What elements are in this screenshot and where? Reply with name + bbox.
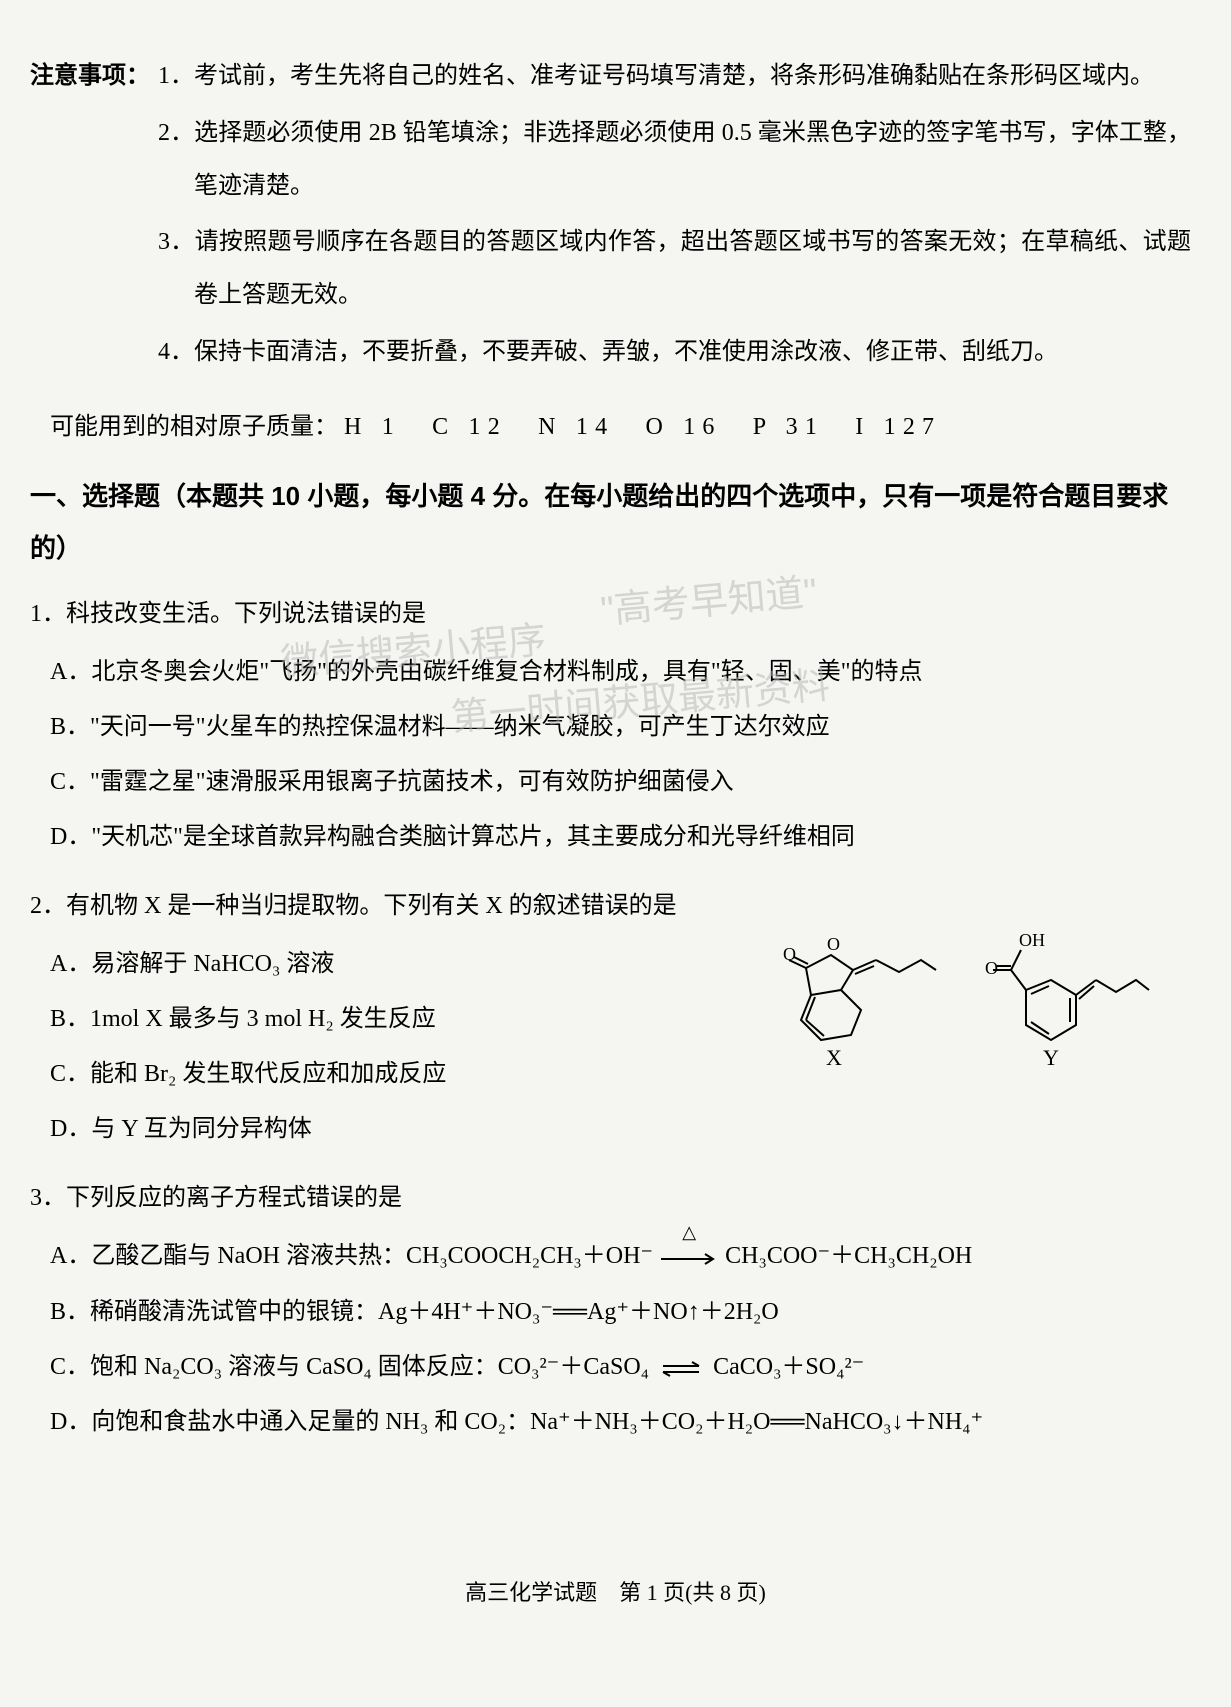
molecule-y-oh: OH [1019,930,1045,950]
q3-stem: 3．下列反应的离子方程式错误的是 [30,1172,1191,1225]
molecule-x-o2: O [827,934,840,954]
molecule-x-o1: O [783,944,796,964]
q1-stem: 1．科技改变生活。下列说法错误的是 [30,588,1191,641]
atomic-mass-label: 可能用到的相对原子质量： [50,414,338,440]
page-footer: 高三化学试题 第 1 页(共 8 页) [0,1575,1231,1607]
q3-option-d: D．向饱和食盐水中通入足量的 NH₃ 和 CO₂：Na⁺＋NH₃＋CO₂＋H₂O… [30,1396,1191,1449]
q3-option-c: C．饱和 Na₂CO₃ 溶液与 CaSO₄ 固体反应：CO₃²⁻＋CaSO₄ C… [30,1341,1191,1394]
q1-b-body: "天问一号"火星车的热控保温材料——纳米气凝胶，可产生丁达尔效应 [90,714,830,740]
notice-label: 注意事项： [30,50,150,383]
q3-a-before: A．乙酸乙酯与 NaOH 溶液共热：CH₃COOCH₂CH₃＋OH⁻ [50,1243,653,1269]
q1-b-prefix: B． [50,714,90,740]
molecule-y-label: Y [1043,1045,1059,1070]
molecule-x-svg: O O X [761,920,941,1100]
q3-delta: △ [682,1213,696,1253]
atomic-mass-line: 可能用到的相对原子质量： H 1 C 12 N 14 O 16 P 31 I 1… [30,401,1191,454]
q1-option-c: C．"雷霆之星"速滑服采用银离子抗菌技术，可有效防护细菌侵入 [30,756,1191,809]
reversible-arrow-icon [659,1359,703,1379]
q1-a-prefix: A． [50,659,91,685]
q1-d-body: "天机芯"是全球首款异构融合类脑计算芯片，其主要成分和光导纤维相同 [91,824,855,850]
molecules-container: O O X O OH Y [761,920,1151,1100]
q1-option-a: A．北京冬奥会火炬"飞扬"的外壳由碳纤维复合材料制成，具有"轻、固、美"的特点 [30,646,1191,699]
atomic-mass-values: H 1 C 12 N 14 O 16 P 31 I 127 [344,414,941,440]
q3-option-a: A．乙酸乙酯与 NaOH 溶液共热：CH₃COOCH₂CH₃＋OH⁻ △ CH₃… [30,1230,1191,1284]
question-3: 3．下列反应的离子方程式错误的是 A．乙酸乙酯与 NaOH 溶液共热：CH₃CO… [30,1172,1191,1449]
question-1: 1．科技改变生活。下列说法错误的是 A．北京冬奥会火炬"飞扬"的外壳由碳纤维复合… [30,588,1191,864]
q1-a-body: 北京冬奥会火炬"飞扬"的外壳由碳纤维复合材料制成，具有"轻、固、美"的特点 [91,659,922,685]
q3-a-after: CH₃COO⁻＋CH₃CH₂OH [725,1243,972,1269]
q3-c-after: CaCO₃＋SO₄²⁻ [713,1354,864,1380]
q3-c-before: C．饱和 Na₂CO₃ 溶液与 CaSO₄ 固体反应：CO₃²⁻＋CaSO₄ [50,1354,649,1380]
notice-item-3: 3．请按照题号顺序在各题目的答题区域内作答，超出答题区域书写的答案无效；在草稿纸… [158,216,1191,322]
molecule-x-label: X [826,1045,842,1070]
notice-list: 1．考试前，考生先将自己的姓名、准考证号码填写清楚，将条形码准确黏贴在条形码区域… [158,50,1191,383]
molecule-y-o: O [985,958,998,978]
notice-item-1: 1．考试前，考生先将自己的姓名、准考证号码填写清楚，将条形码准确黏贴在条形码区域… [158,50,1191,103]
q1-d-prefix: D． [50,824,91,850]
q1-c-prefix: C． [50,769,90,795]
notice-item-4: 4．保持卡面清洁，不要折叠，不要弄破、弄皱，不准使用涂改液、修正带、刮纸刀。 [158,326,1191,379]
question-2: 2．有机物 X 是一种当归提取物。下列有关 X 的叙述错误的是 A．易溶解于 N… [30,880,1191,1156]
q1-c-body: "雷霆之星"速滑服采用银离子抗菌技术，可有效防护细菌侵入 [90,769,734,795]
notice-item-2: 2．选择题必须使用 2B 铅笔填涂；非选择题必须使用 0.5 毫米黑色字迹的签字… [158,107,1191,213]
q3-delta-arrow: △ [659,1231,719,1284]
q3-option-b: B．稀硝酸清洗试管中的银镜：Ag＋4H⁺＋NO₃⁻══Ag⁺＋NO↑＋2H₂O [30,1286,1191,1339]
q2-option-d: D．与 Y 互为同分异构体 [30,1103,1191,1156]
arrow-icon [659,1252,719,1266]
notice-section: 注意事项： 1．考试前，考生先将自己的姓名、准考证号码填写清楚，将条形码准确黏贴… [30,50,1191,383]
section-header: 一、选择题（本题共 10 小题，每小题 4 分。在每小题给出的四个选项中，只有一… [30,470,1191,574]
molecule-y-svg: O OH Y [971,920,1151,1100]
q1-option-b: B．"天问一号"火星车的热控保温材料——纳米气凝胶，可产生丁达尔效应 [30,701,1191,754]
q1-option-d: D．"天机芯"是全球首款异构融合类脑计算芯片，其主要成分和光导纤维相同 [30,811,1191,864]
